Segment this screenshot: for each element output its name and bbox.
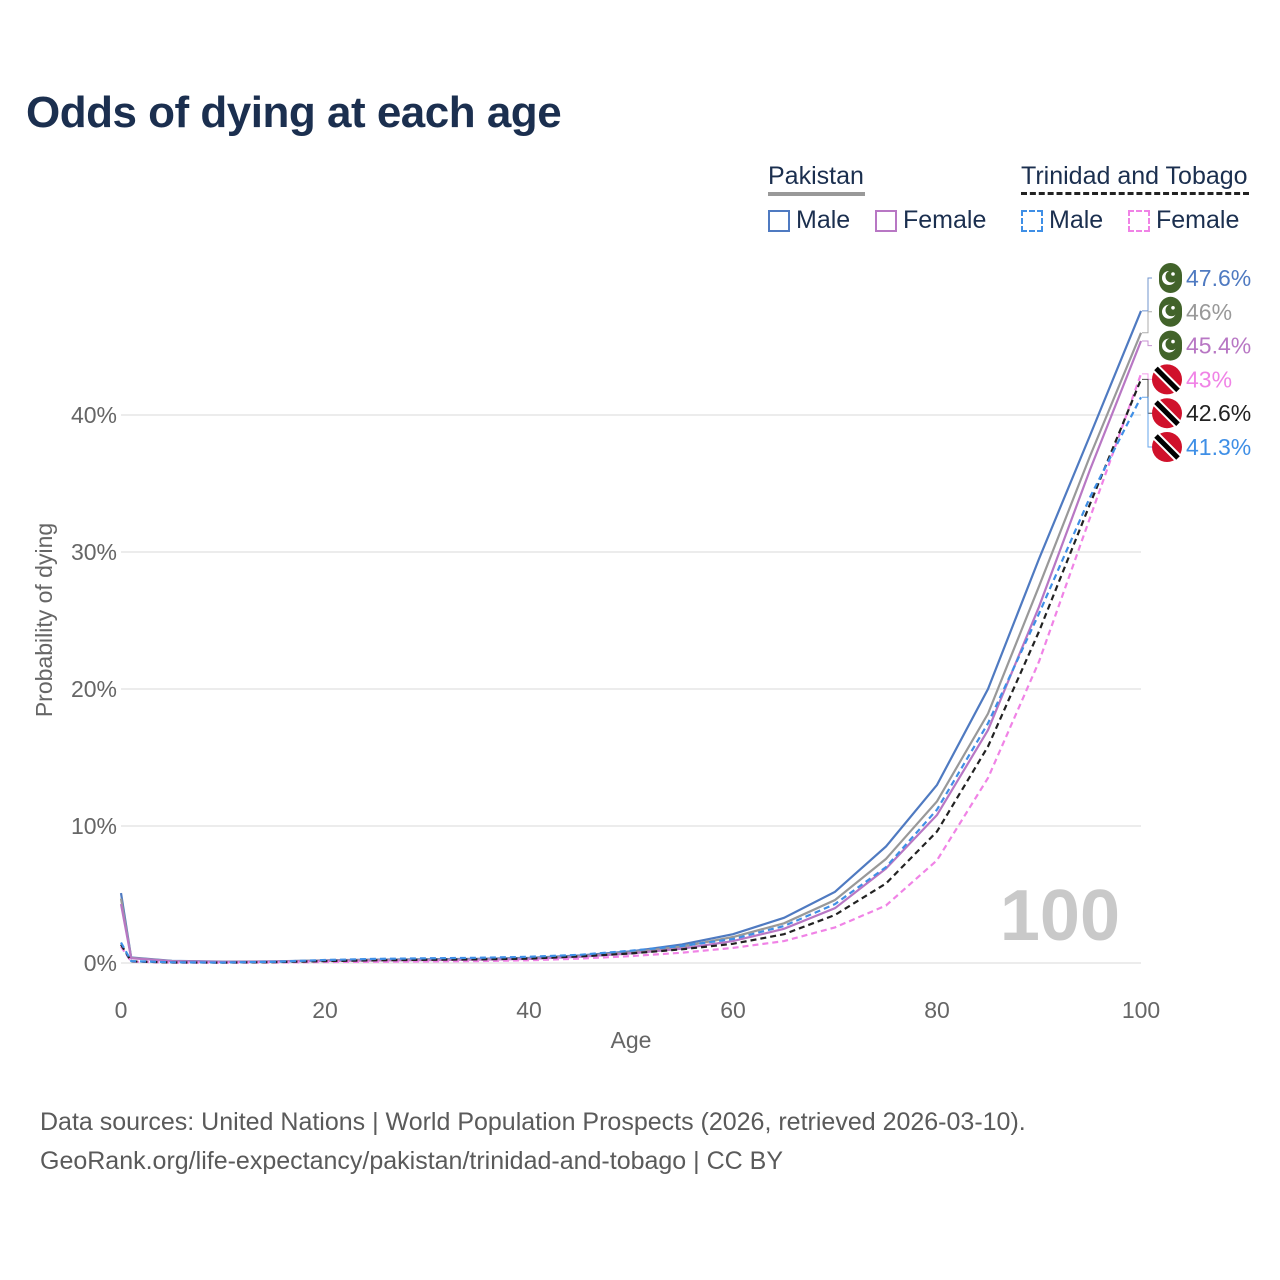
pakistan-flag-icon (1152, 296, 1182, 327)
source-line-1: Data sources: United Nations | World Pop… (40, 1108, 1026, 1136)
legend-label-trinidad-male: Male (1049, 206, 1104, 234)
legend-label-trinidad-female: Female (1156, 206, 1240, 234)
legend-item-trinidad-male[interactable]: Male (1021, 206, 1103, 235)
trinidad-flag-icon (1152, 432, 1182, 462)
pakistan-flag-icon (1152, 263, 1182, 293)
series-line-pakistan-both (119, 332, 1143, 963)
legend-label-pakistan-female: Female (903, 206, 987, 234)
y-tick-label: 40% (71, 402, 117, 428)
legend-group-pakistan: Pakistan (768, 162, 864, 190)
legend-group-trinidad: Trinidad and Tobago (1021, 162, 1248, 190)
legend-swatch-trinidad-male (1021, 209, 1043, 232)
end-value-label: 41.3% (1186, 434, 1251, 460)
legend-label-pakistan-male: Male (796, 206, 851, 234)
series-line-trinidad-and-tobago-male (120, 396, 1142, 964)
x-tick-label: 40 (516, 997, 542, 1023)
trinidad-flag-icon (1152, 364, 1182, 395)
legend-pakistan-line (768, 192, 865, 196)
age-watermark: 100 (1000, 876, 1120, 956)
legend-trinidad-line (1021, 192, 1249, 195)
y-tick-label: 30% (71, 539, 117, 565)
gridlines (121, 414, 1141, 964)
end-value-label: 45.4% (1186, 333, 1251, 359)
end-value-label: 43% (1186, 366, 1232, 392)
legend-swatch-pakistan-female (875, 209, 897, 232)
end-value-label: 42.6% (1186, 400, 1251, 426)
x-axis-label: Age (611, 1027, 652, 1053)
x-tick-label: 20 (312, 997, 338, 1023)
y-tick-label: 0% (84, 950, 117, 976)
series-line-pakistan-male (119, 310, 1143, 963)
legend-swatch-pakistan-male (768, 209, 790, 232)
trinidad-flag-icon (1152, 398, 1182, 429)
chart-svg: 0%10%20%30%40%0 20 40 60 80 100 100 47.6%46%4… (31, 263, 1251, 1053)
legend-item-pakistan-female[interactable]: Female (875, 206, 986, 235)
x-tick-label: 0 (115, 997, 128, 1023)
x-tick-label: 60 (720, 997, 746, 1023)
legend-item-trinidad-female[interactable]: Female (1128, 206, 1239, 235)
y-axis-label: Probability of dying (31, 523, 57, 717)
series-line-trinidad-and-tobago-female (120, 373, 1143, 964)
legend-swatch-trinidad-female (1128, 209, 1150, 232)
x-tick-label: 100 (1122, 997, 1160, 1023)
end-labels: 47.6% 46% 45.4% 43% 42.6% 41.3% (1142, 263, 1251, 462)
pakistan-flag-icon (1152, 330, 1182, 361)
end-value-label: 47.6% (1186, 265, 1251, 291)
y-tick-label: 10% (71, 813, 117, 839)
series-line-pakistan-female (119, 340, 1143, 964)
chart-title: Odds of dying at each age (26, 88, 562, 137)
tick-labels: 0% 10% 20% 30% 40% 0 20 40 60 80 100 (71, 402, 1160, 1023)
y-tick-label: 20% (71, 676, 117, 702)
legend-item-pakistan-male[interactable]: Male (768, 206, 850, 235)
series-lines (119, 310, 1143, 964)
series-line-trinidad-and-tobago-both (120, 378, 1143, 964)
x-tick-label: 80 (924, 997, 950, 1023)
source-line-2[interactable]: GeoRank.org/life-expectancy/pakistan/tri… (40, 1147, 784, 1175)
end-value-label: 46% (1186, 299, 1232, 325)
